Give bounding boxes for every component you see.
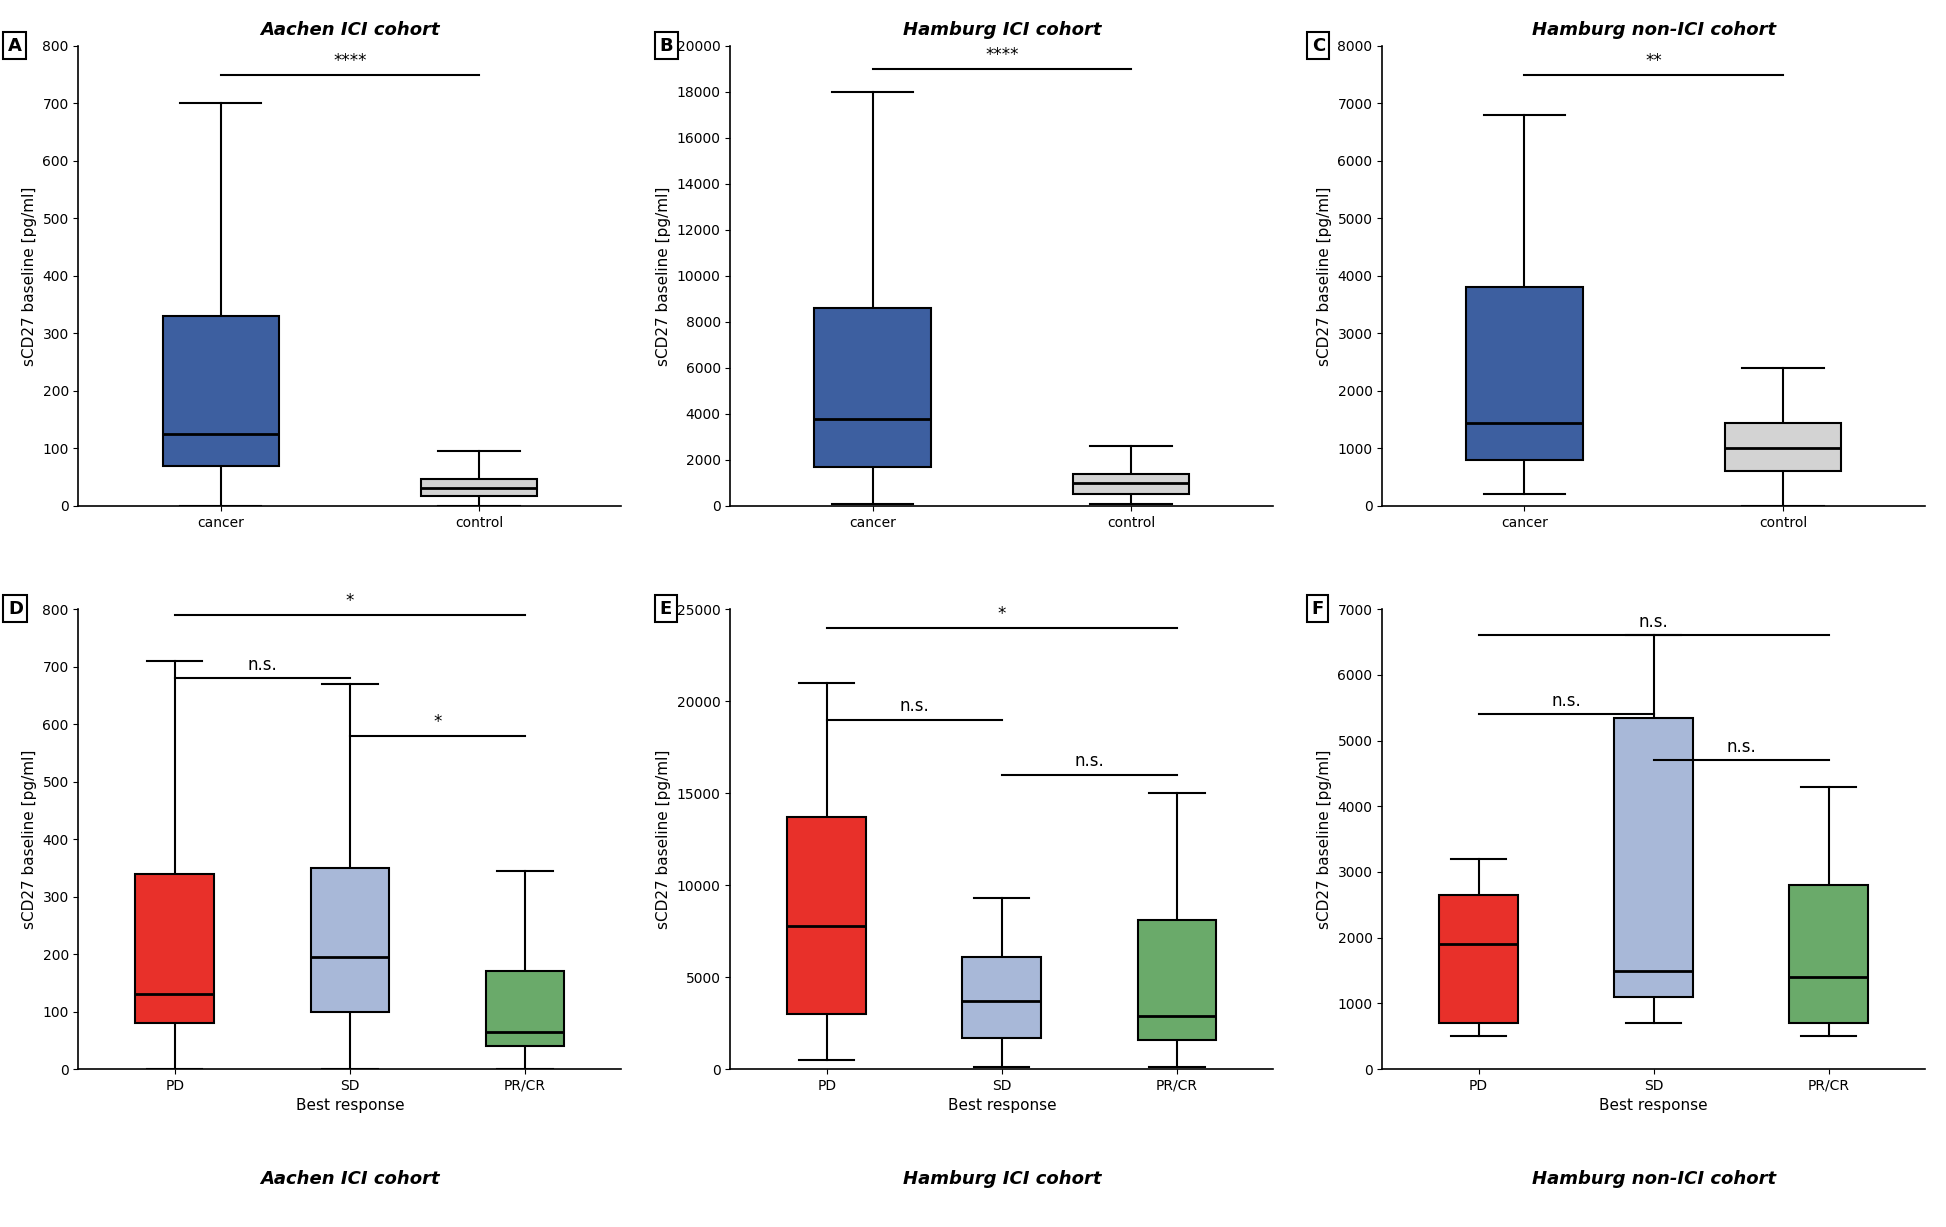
Text: *: *	[346, 593, 354, 610]
Text: ****: ****	[985, 47, 1018, 64]
Text: D: D	[8, 600, 23, 618]
X-axis label: Best response: Best response	[948, 1098, 1057, 1113]
Text: A: A	[8, 37, 21, 55]
Title: Hamburg non-ICI cohort: Hamburg non-ICI cohort	[1532, 21, 1777, 39]
Bar	[1790, 885, 1868, 1023]
Bar	[420, 479, 537, 496]
Text: n.s.: n.s.	[1726, 737, 1755, 756]
Bar	[1465, 287, 1582, 460]
Text: C: C	[1312, 37, 1325, 55]
Y-axis label: sCD27 baseline [pg/ml]: sCD27 baseline [pg/ml]	[656, 750, 671, 929]
Bar	[1724, 422, 1841, 471]
Text: B: B	[660, 37, 673, 55]
Text: *: *	[998, 605, 1006, 623]
Bar	[1138, 920, 1216, 1039]
Y-axis label: sCD27 baseline [pg/ml]: sCD27 baseline [pg/ml]	[21, 187, 37, 366]
Text: n.s.: n.s.	[899, 697, 928, 715]
Y-axis label: sCD27 baseline [pg/ml]: sCD27 baseline [pg/ml]	[656, 187, 671, 366]
Text: Hamburg non-ICI cohort: Hamburg non-ICI cohort	[1532, 1171, 1777, 1189]
X-axis label: Best response: Best response	[296, 1098, 405, 1113]
Bar	[311, 867, 389, 1011]
Bar	[815, 308, 930, 466]
Text: ****: ****	[333, 52, 366, 70]
Text: E: E	[660, 600, 671, 618]
Title: Hamburg ICI cohort: Hamburg ICI cohort	[903, 21, 1101, 39]
Y-axis label: sCD27 baseline [pg/ml]: sCD27 baseline [pg/ml]	[1317, 750, 1331, 929]
Y-axis label: sCD27 baseline [pg/ml]: sCD27 baseline [pg/ml]	[1317, 187, 1331, 366]
X-axis label: Best response: Best response	[1600, 1098, 1709, 1113]
Title: Aachen ICI cohort: Aachen ICI cohort	[261, 21, 440, 39]
Text: **: **	[1646, 52, 1662, 70]
Text: F: F	[1312, 600, 1323, 618]
Text: n.s.: n.s.	[1074, 752, 1103, 771]
Bar	[963, 957, 1041, 1038]
Text: Hamburg ICI cohort: Hamburg ICI cohort	[903, 1171, 1101, 1189]
Bar	[788, 817, 866, 1014]
Text: n.s.: n.s.	[1551, 692, 1580, 709]
Text: Aachen ICI cohort: Aachen ICI cohort	[261, 1171, 440, 1189]
Bar	[1440, 894, 1518, 1023]
Text: n.s.: n.s.	[1639, 612, 1668, 631]
Bar	[486, 972, 564, 1047]
Bar	[163, 317, 278, 466]
Bar	[1615, 718, 1693, 996]
Text: n.s.: n.s.	[247, 655, 276, 674]
Bar	[136, 874, 214, 1023]
Bar	[1072, 474, 1189, 494]
Text: *: *	[434, 713, 442, 731]
Y-axis label: sCD27 baseline [pg/ml]: sCD27 baseline [pg/ml]	[21, 750, 37, 929]
